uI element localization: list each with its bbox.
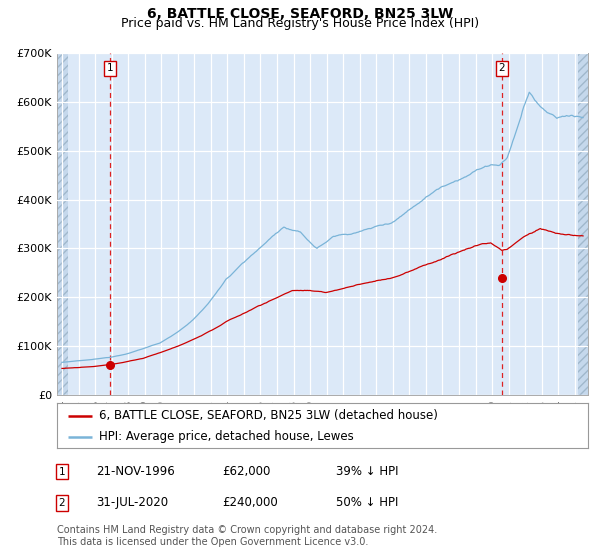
- Text: 6, BATTLE CLOSE, SEAFORD, BN25 3LW: 6, BATTLE CLOSE, SEAFORD, BN25 3LW: [147, 7, 453, 21]
- Text: 50% ↓ HPI: 50% ↓ HPI: [336, 496, 398, 510]
- Text: 2: 2: [58, 498, 65, 508]
- Text: £62,000: £62,000: [222, 465, 271, 478]
- Text: Price paid vs. HM Land Registry's House Price Index (HPI): Price paid vs. HM Land Registry's House …: [121, 17, 479, 30]
- Bar: [57, 53, 68, 395]
- Text: 6, BATTLE CLOSE, SEAFORD, BN25 3LW (detached house): 6, BATTLE CLOSE, SEAFORD, BN25 3LW (deta…: [100, 409, 439, 422]
- Bar: [578, 53, 588, 395]
- Text: 2: 2: [499, 63, 505, 73]
- Text: 1: 1: [106, 63, 113, 73]
- Text: 21-NOV-1996: 21-NOV-1996: [96, 465, 175, 478]
- Text: 39% ↓ HPI: 39% ↓ HPI: [336, 465, 398, 478]
- Text: HPI: Average price, detached house, Lewes: HPI: Average price, detached house, Lewe…: [100, 430, 354, 444]
- Text: Contains HM Land Registry data © Crown copyright and database right 2024.
This d: Contains HM Land Registry data © Crown c…: [57, 525, 437, 547]
- Text: 31-JUL-2020: 31-JUL-2020: [96, 496, 168, 510]
- Text: 1: 1: [58, 466, 65, 477]
- Text: £240,000: £240,000: [222, 496, 278, 510]
